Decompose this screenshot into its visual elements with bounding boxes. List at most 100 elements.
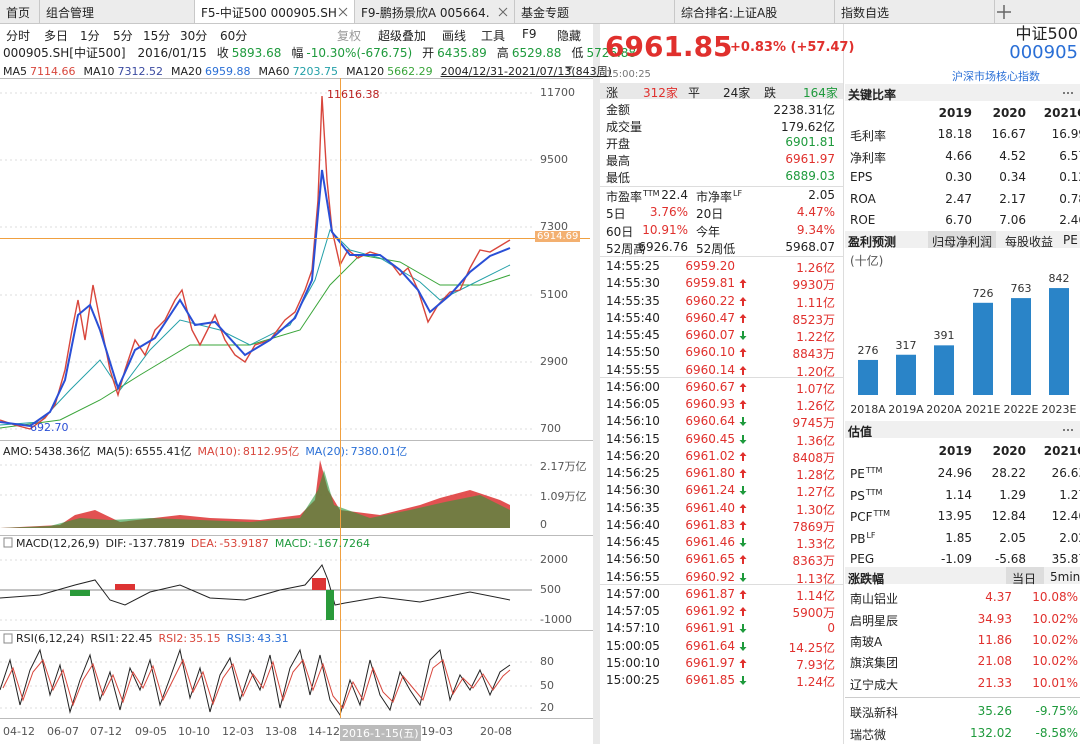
table-value: 0.12	[1059, 170, 1080, 184]
tick-arrow	[739, 641, 747, 652]
tick-price: 6961.92	[685, 604, 735, 618]
tick-volume: 1.33亿	[796, 537, 835, 551]
label-sup: TTM	[865, 487, 883, 497]
tick-arrow	[739, 520, 747, 531]
forecast-bar	[934, 345, 954, 395]
date: 2016/01/15	[137, 46, 207, 60]
movers-tab[interactable]: 当日	[1012, 572, 1037, 586]
info-value: -10.30%(-676.75)	[306, 46, 413, 60]
amo-legend: AMO: 5438.36亿 MA(5): 6555.41亿 MA(10): 8112.95…	[3, 443, 413, 459]
stat-label: 开盘	[606, 137, 631, 151]
forecast-value: 391	[933, 329, 955, 343]
tab[interactable]: F5-中证500 000905.SH	[195, 0, 355, 23]
tab[interactable]: 综合排名:上证A股	[675, 0, 835, 23]
forecast-tab[interactable]: 归母净利润	[932, 235, 993, 249]
tick-time: 14:55:30	[606, 276, 660, 291]
tick-arrow	[739, 606, 747, 617]
breadth-value: 312家	[643, 86, 678, 100]
label-text: 5日	[606, 207, 626, 222]
forecast-value: 726	[972, 286, 994, 300]
tab[interactable]: 指数自选	[835, 0, 995, 23]
tick-arrow	[739, 658, 747, 669]
toolbar-button[interactable]: F9	[522, 27, 537, 41]
forecast-tab[interactable]: 每股收益	[1005, 235, 1054, 249]
tick-price: 6961.40	[685, 500, 735, 515]
toolbar-button[interactable]: 画线	[442, 29, 467, 43]
ma-label: MA120	[346, 65, 385, 78]
indicator-value: 5438.36亿	[34, 445, 91, 458]
tick-volume: 14.25亿	[788, 640, 835, 655]
forecast-value: 317	[895, 338, 917, 352]
toolbar-button[interactable]: 5分	[113, 29, 133, 43]
table-value: 13.95	[937, 509, 972, 523]
tick-time: 14:56:40	[606, 517, 660, 532]
tab[interactable]: F9-鹏扬景欣A 005664.	[355, 0, 515, 23]
tab-close[interactable]	[338, 6, 348, 17]
tab[interactable]: 组合管理	[40, 0, 195, 23]
breadth-value: 164家	[803, 86, 838, 100]
indicator-title: RSI(6,12,24)	[16, 632, 85, 645]
stock-change: 10.01%	[1032, 676, 1078, 690]
toolbar-button[interactable]: 30分	[180, 29, 208, 43]
tick-time: 14:55:55	[606, 362, 660, 377]
table-value: 26.63	[1051, 466, 1080, 480]
tick-price: 6961.83	[685, 517, 735, 532]
ma-label: MA60	[258, 65, 290, 78]
tick-time: 14:56:00	[606, 379, 660, 394]
breadth-label: 平	[688, 86, 701, 100]
y-tick-label: 80	[540, 655, 554, 668]
toolbar-button[interactable]: 工具	[481, 29, 506, 43]
tab-close[interactable]	[498, 6, 508, 17]
tick-volume: 1.11亿	[796, 295, 835, 310]
tick-time: 15:00:25	[606, 673, 660, 687]
tick-arrow	[739, 434, 747, 445]
tick-arrow	[739, 382, 747, 393]
label-text: 52周低	[696, 241, 736, 256]
forecast-bar	[1011, 298, 1031, 395]
toolbar-button[interactable]: 15分	[143, 29, 171, 43]
toolbar-button[interactable]: 60分	[220, 29, 248, 43]
tick-price: 6960.10	[685, 345, 735, 360]
toolbar-button[interactable]: 隐藏	[557, 29, 582, 43]
tick-volume: 1.14亿	[796, 588, 835, 603]
x-tick-label: 09-05	[135, 725, 167, 738]
label: PEG	[850, 552, 874, 566]
low-label: 692.70	[30, 421, 69, 434]
toolbar-button[interactable]: 分时	[6, 29, 31, 43]
tick-time: 14:56:35	[606, 500, 660, 515]
tab-label: 首页	[6, 6, 31, 20]
tick-volume: 1.07亿	[796, 381, 835, 396]
label: PBLF	[850, 531, 876, 546]
stat-value: 179.62亿	[781, 120, 835, 134]
label-text: EPS	[850, 170, 873, 184]
tick-time: 14:56:20	[606, 448, 660, 463]
y-tick-label: 1.09万亿	[540, 490, 587, 503]
tick-time: 14:55:45	[606, 328, 660, 342]
indicator-value: -137.7819	[128, 537, 185, 550]
label-text: 毛利率	[850, 129, 887, 143]
label-text: 52周高	[606, 241, 646, 256]
table-value: 12.84	[991, 509, 1026, 523]
forecast-category: 2020A	[926, 403, 962, 416]
toolbar-button[interactable]: 复权	[337, 29, 362, 43]
forecast-category: 2023E	[1041, 403, 1077, 416]
year-header: 2020	[992, 106, 1026, 120]
cursor-label: 6914.69	[535, 231, 581, 242]
stat-label: 最高	[606, 154, 631, 168]
stock-price: 11.86	[977, 633, 1012, 647]
toolbar-button[interactable]: 1分	[80, 29, 100, 43]
tick-price: 6961.65	[685, 552, 735, 567]
x-tick-label: 14-12	[308, 725, 340, 738]
toolbar-button[interactable]: 多日	[44, 29, 69, 43]
forecast-chart	[858, 288, 1069, 395]
label-text: 60日	[606, 224, 634, 239]
table-value: 0.30	[945, 170, 972, 184]
tab[interactable]: 基金专题	[515, 0, 675, 23]
ma-value: 7312.52	[117, 65, 164, 78]
movers-tab[interactable]: 5min	[1050, 570, 1080, 584]
forecast-tab[interactable]: PE	[1063, 233, 1078, 247]
tick-price: 6960.22	[685, 293, 735, 308]
label-sup: LF	[733, 189, 743, 198]
toolbar-button[interactable]: 超级叠加	[378, 29, 427, 43]
tab[interactable]: 首页	[0, 0, 40, 23]
